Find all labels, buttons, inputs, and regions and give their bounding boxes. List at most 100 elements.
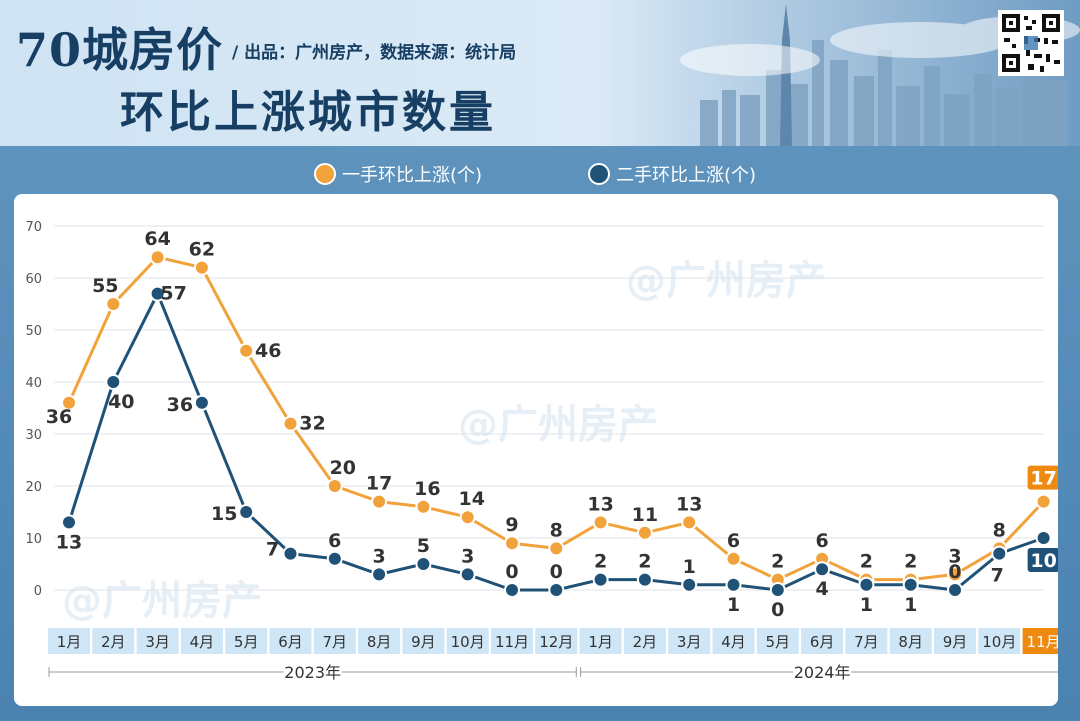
series-point-2 — [769, 582, 786, 598]
year-label: 2024年 — [794, 663, 851, 682]
series-point-2 — [326, 550, 343, 567]
x-tick-label: 4月 — [721, 633, 746, 651]
x-tick-label: 1月 — [57, 633, 82, 651]
x-tick-label: 5月 — [766, 633, 791, 651]
legend-dot-navy-icon — [588, 163, 610, 185]
series-point-1 — [548, 540, 565, 557]
month-chip — [845, 628, 888, 654]
data-label-box — [1027, 548, 1058, 572]
watermark-layer: @广州房产 @广州房产 @广州房产 — [62, 258, 826, 624]
data-label: 57 — [160, 283, 186, 305]
x-tick-label: 6月 — [278, 633, 303, 651]
data-label: 7 — [266, 539, 279, 561]
data-label: 0 — [505, 561, 518, 583]
data-label-highlight: 10 — [1030, 550, 1056, 572]
data-label: 9 — [505, 514, 518, 536]
month-chip — [535, 628, 578, 654]
data-label: 8 — [550, 519, 563, 541]
x-tick-label: 2月 — [633, 633, 658, 651]
series-point-1 — [681, 514, 698, 531]
watermark-text: @广州房产 — [626, 258, 826, 304]
legend-label-series1: 一手环比上涨(个) — [342, 165, 483, 186]
y-tick-label: 0 — [34, 584, 42, 599]
legend-item-series2: 二手环比上涨(个) — [588, 160, 756, 188]
y-tick-label: 70 — [25, 220, 42, 235]
series-point-2 — [902, 576, 919, 593]
x-tick-label: 2月 — [101, 633, 126, 651]
series-point-2 — [858, 576, 875, 593]
month-chip — [313, 628, 356, 654]
year-label-bg — [793, 660, 852, 684]
x-tick-label: 8月 — [367, 633, 392, 651]
data-label: 62 — [189, 239, 215, 261]
x-tick-label: 12月 — [539, 633, 573, 651]
watermark-text: @广州房产 — [458, 402, 658, 448]
data-label: 7 — [991, 565, 1004, 587]
series-point-2 — [282, 545, 299, 562]
data-label: 15 — [211, 503, 237, 525]
series-point-1 — [1035, 493, 1052, 510]
series-point-1 — [592, 514, 609, 531]
series-point-2 — [459, 566, 476, 583]
series-point-2 — [105, 374, 122, 390]
chart-panel: @广州房产 @广州房产 @广州房产 0 10 20 30 40 50 60 70 36 55 64 62… — [14, 194, 1058, 706]
series-point-2 — [504, 582, 520, 598]
month-chip — [446, 628, 489, 654]
data-label: 8 — [993, 519, 1006, 541]
year-label: 2023年 — [284, 663, 341, 682]
y-tick-label: 30 — [25, 428, 42, 443]
series-point-1 — [149, 249, 166, 266]
data-label: 0 — [771, 599, 784, 621]
series-point-2 — [149, 285, 166, 302]
qr-code-icon — [998, 10, 1064, 76]
series-point-2 — [991, 545, 1008, 562]
y-tick-label: 50 — [25, 324, 42, 339]
data-label: 1 — [683, 556, 696, 578]
legend-dot-orange-icon — [314, 163, 336, 185]
series-point-2 — [61, 514, 77, 531]
data-label: 32 — [299, 413, 325, 435]
series-point-2 — [193, 394, 210, 411]
month-chip — [491, 628, 533, 654]
data-label: 6 — [328, 530, 341, 552]
series-point-2 — [725, 576, 742, 593]
x-tick-label: 3月 — [677, 633, 702, 651]
series-point-1 — [61, 394, 77, 411]
data-label: 1 — [727, 594, 740, 616]
month-chip — [934, 628, 976, 654]
series-point-2 — [681, 576, 698, 593]
page-title-line1: 70城房价 — [16, 23, 224, 77]
series-point-2 — [371, 566, 388, 583]
legend-label-series2: 二手环比上涨(个) — [616, 165, 757, 186]
data-label: 13 — [56, 531, 82, 553]
series-point-1 — [193, 259, 210, 276]
data-label: 1 — [904, 594, 917, 616]
x-tick-label: 8月 — [898, 633, 923, 651]
series-point-2 — [548, 582, 565, 598]
x-tick-label: 7月 — [854, 633, 879, 651]
data-label: 13 — [676, 493, 702, 515]
page-subtitle: / 出品：广州房产，数据来源：统计局 — [232, 43, 517, 63]
series-point-2 — [592, 571, 609, 588]
month-chip — [358, 628, 401, 654]
series-point-2 — [415, 556, 432, 572]
month-chip — [1022, 628, 1058, 654]
data-label: 0 — [550, 561, 563, 583]
x-axis-layer: 1月 2月 3月 4月 5月 6月 7月 8月 9月 10月 11月 12月 1月 2月 3月 4月 5月 6月 7… — [48, 628, 1058, 684]
month-chip — [180, 628, 223, 654]
data-label: 3 — [372, 545, 385, 567]
data-label: 6 — [727, 530, 740, 552]
data-label: 5 — [417, 535, 430, 557]
data-label-box — [1027, 465, 1058, 490]
x-tick-label: 3月 — [145, 633, 170, 651]
month-chip — [668, 628, 711, 654]
series-point-1 — [636, 524, 653, 541]
series-point-2 — [636, 571, 653, 588]
page-title-line2: 环比上涨城市数量 — [120, 87, 496, 138]
data-label: 2 — [771, 551, 784, 573]
month-chip — [579, 628, 622, 654]
series-point-1 — [105, 296, 122, 312]
series-point-1 — [326, 478, 343, 494]
